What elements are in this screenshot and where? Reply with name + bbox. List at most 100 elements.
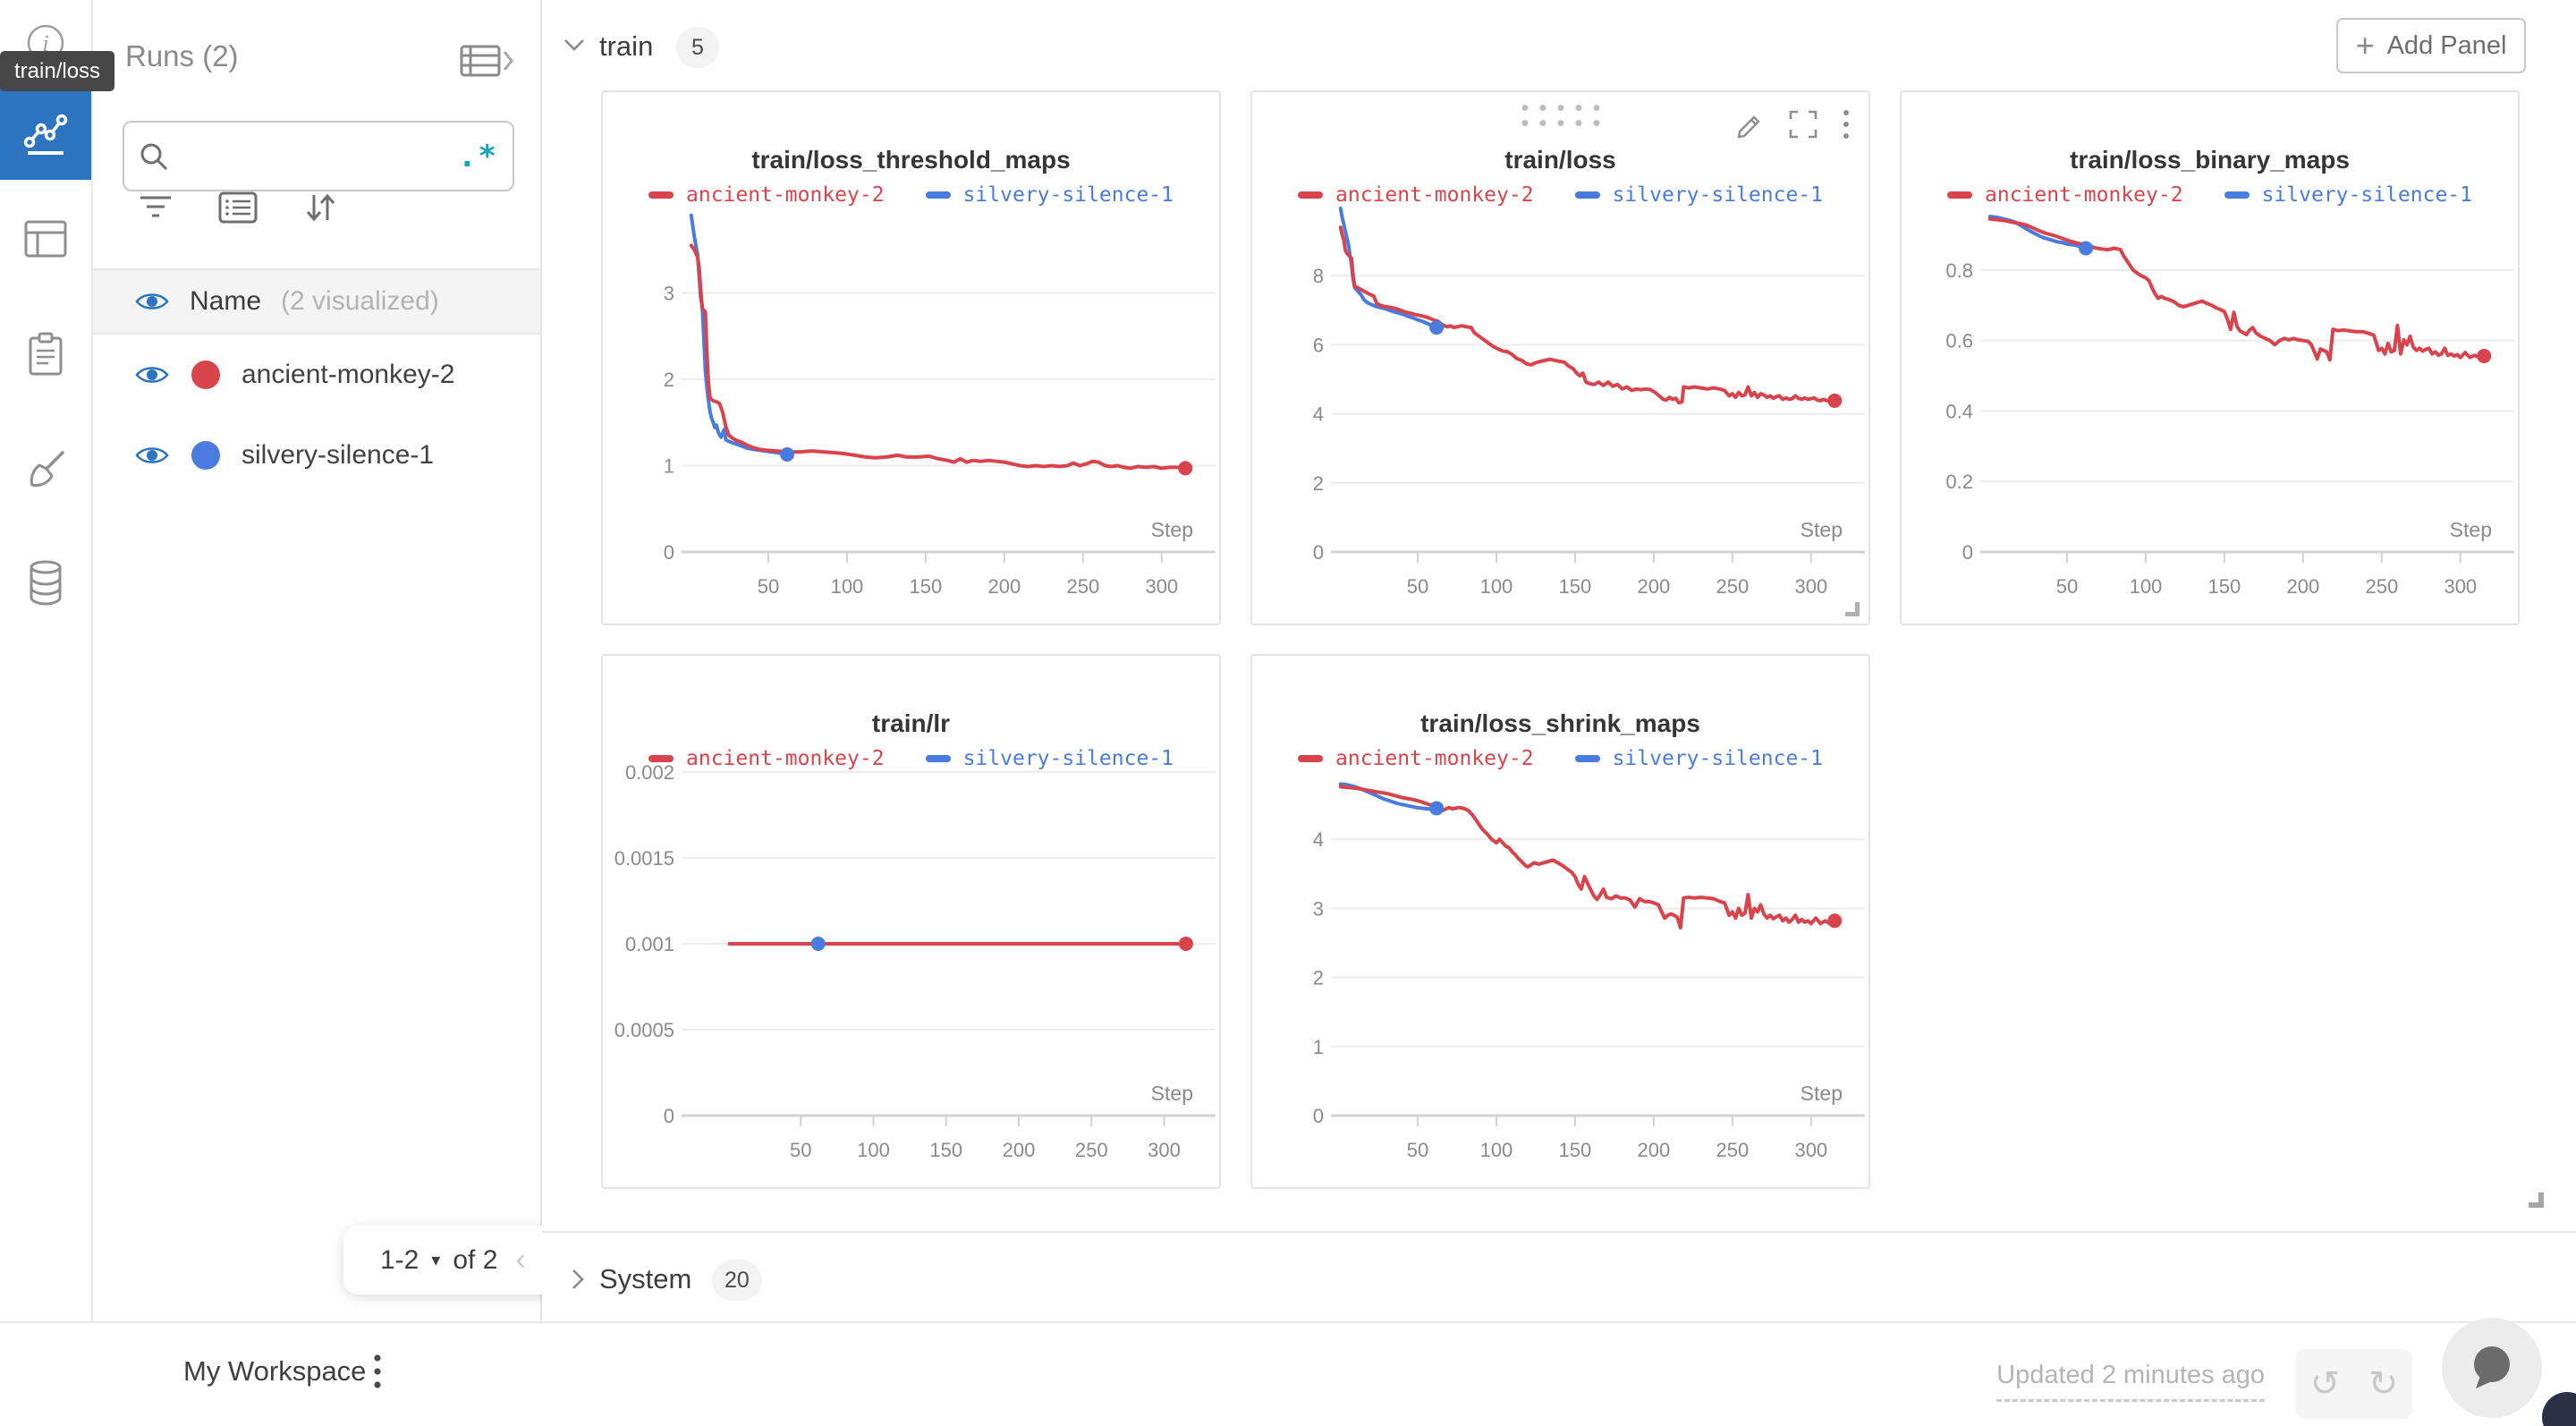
svg-text:50: 50 (1407, 575, 1428, 598)
chart-panel-train-lr[interactable]: train/lr ancient-monkey-2 silvery-silence-… (601, 654, 1221, 1189)
sidebar-item-sweeps[interactable] (0, 423, 91, 516)
chevron-down-icon[interactable] (562, 36, 587, 54)
svg-text:1: 1 (664, 455, 674, 478)
svg-text:i: i (42, 30, 48, 56)
legend-run-name: silvery-silence-1 (1612, 183, 1823, 207)
chart-legend: ancient-monkey-2 silvery-silence-1 (1902, 183, 2518, 207)
panel-menu-kebab-icon[interactable] (1842, 108, 1851, 140)
legend-item[interactable]: silvery-silence-1 (2224, 183, 2472, 207)
legend-item[interactable]: ancient-monkey-2 (648, 183, 885, 207)
svg-text:150: 150 (1559, 1139, 1592, 1161)
prev-page-icon[interactable]: ‹ (515, 1243, 526, 1277)
svg-text:8: 8 (1313, 265, 1324, 287)
svg-text:0.2: 0.2 (1945, 471, 1973, 493)
legend-item[interactable]: silvery-silence-1 (925, 183, 1174, 207)
legend-run-name: silvery-silence-1 (962, 183, 1174, 207)
legend-item[interactable]: silvery-silence-1 (1574, 183, 1823, 207)
edit-pencil-icon[interactable] (1736, 110, 1765, 139)
runs-name-header[interactable]: Name (2 visualized) (93, 268, 540, 335)
add-panel-label: Add Panel (2386, 30, 2507, 60)
page-total-label: of 2 (453, 1244, 498, 1275)
chart-panel-train-loss-shrink-maps[interactable]: train/loss_shrink_maps ancient-monkey-2 si… (1250, 654, 1870, 1189)
sort-icon[interactable] (302, 190, 338, 225)
legend-run-name: silvery-silence-1 (2261, 183, 2472, 207)
run-search[interactable]: .* (123, 121, 514, 191)
list-settings-icon[interactable] (218, 191, 258, 224)
chart-panel-train-loss[interactable]: train/loss ancient-monkey-2 silvery-silenc… (1250, 90, 1870, 625)
svg-text:250: 250 (1075, 1139, 1108, 1161)
page-size-caret-icon[interactable]: ▾ (431, 1251, 441, 1270)
legend-dash (2224, 191, 2250, 199)
svg-text:200: 200 (2287, 575, 2320, 598)
chart-title: train/loss_binary_maps (2070, 146, 2350, 174)
chart-plot[interactable]: 0 0.2 0.4 0.6 0.8 50 100 150 200 250 300 Step (1902, 92, 2521, 627)
panel-drag-handle-icon[interactable] (1521, 105, 1599, 126)
legend-dash (1298, 755, 1324, 762)
fullscreen-icon[interactable] (1788, 109, 1818, 140)
name-column-label: Name (190, 286, 262, 316)
runs-table-expand-icon[interactable] (460, 43, 515, 79)
run-name[interactable]: ancient-monkey-2 (242, 360, 455, 389)
page-range-label[interactable]: 1-2 (379, 1244, 419, 1275)
runs-sidebar: Runs (2) .* Name (2 visualized) ancient-… (93, 0, 601, 1321)
sidebar-item-notes[interactable] (0, 309, 91, 402)
svg-text:0.0015: 0.0015 (614, 847, 674, 870)
workspace-menu-kebab-icon[interactable] (372, 1352, 383, 1391)
svg-text:0.0005: 0.0005 (614, 1019, 674, 1041)
chart-panel-train-loss-binary-maps[interactable]: train/loss_binary_maps ancient-monkey-2 si… (1900, 90, 2520, 625)
system-section-header[interactable]: System 20 (542, 1233, 2576, 1323)
redo-icon[interactable]: ↻ (2368, 1364, 2399, 1404)
workspace-main: train 5 + Add Panel train/loss_threshold… (542, 0, 2576, 1321)
train-section-label[interactable]: train (599, 30, 654, 62)
eye-icon[interactable] (134, 289, 170, 314)
eye-icon[interactable] (134, 362, 170, 387)
last-updated-label[interactable]: Updated 2 minutes ago (1996, 1361, 2265, 1402)
sidebar-item-charts[interactable] (0, 87, 91, 180)
svg-text:50: 50 (1407, 1139, 1428, 1161)
search-input[interactable] (182, 141, 459, 171)
clipboard-icon (29, 332, 63, 376)
chart-plot[interactable]: 0 1 2 3 50 100 150 200 250 300 Step (603, 92, 1223, 627)
left-icon-rail: i (0, 0, 93, 1321)
search-icon (140, 143, 168, 170)
svg-text:6: 6 (1313, 334, 1324, 356)
svg-text:300: 300 (1794, 1139, 1827, 1161)
svg-text:Step: Step (1801, 518, 1843, 541)
legend-item[interactable]: ancient-monkey-2 (1298, 747, 1534, 770)
sidebar-item-artifacts[interactable] (0, 537, 91, 630)
undo-icon[interactable]: ↺ (2309, 1364, 2341, 1404)
chat-bubble-icon (2474, 1346, 2510, 1388)
run-row[interactable]: silvery-silence-1 (93, 415, 540, 496)
eye-icon[interactable] (134, 443, 170, 468)
legend-item[interactable]: ancient-monkey-2 (1947, 183, 2183, 207)
run-row[interactable]: ancient-monkey-2 (93, 335, 540, 415)
chart-plot[interactable]: 0 1 2 3 4 50 100 150 200 250 300 Step (1252, 656, 1872, 1191)
legend-dash (925, 755, 951, 762)
legend-item[interactable]: silvery-silence-1 (1574, 747, 1823, 770)
svg-text:0.002: 0.002 (625, 761, 674, 784)
panel-resize-handle-icon[interactable] (1845, 602, 1860, 616)
chevron-right-icon[interactable] (569, 1267, 587, 1292)
chart-plot[interactable]: 0 2 4 6 8 50 100 150 200 250 300 Step (1252, 92, 1872, 627)
system-section-label[interactable]: System (599, 1263, 692, 1294)
run-name[interactable]: silvery-silence-1 (242, 440, 435, 470)
legend-item[interactable]: ancient-monkey-2 (648, 747, 885, 770)
train-section-header[interactable]: train 5 + Add Panel (542, 0, 2576, 90)
chart-plot[interactable]: 0 0.0005 0.001 0.0015 0.002 50 100 150 200 250 300… (603, 656, 1223, 1191)
add-panel-button[interactable]: + Add Panel (2336, 18, 2526, 73)
support-chat-button[interactable] (2442, 1318, 2542, 1418)
section-resize-handle-icon[interactable] (2529, 1193, 2544, 1208)
filter-icon[interactable] (138, 192, 174, 223)
svg-text:200: 200 (988, 575, 1021, 598)
legend-dash (1574, 755, 1600, 762)
legend-item[interactable]: silvery-silence-1 (925, 747, 1174, 770)
workspace-title[interactable]: My Workspace (183, 1355, 367, 1387)
sidebar-item-panels[interactable] (0, 192, 91, 285)
chart-panel-train-loss-threshold-maps[interactable]: train/loss_threshold_maps ancient-monkey-… (601, 90, 1221, 625)
panel-toolbar (1736, 108, 1851, 140)
metric-tooltip: train/loss (0, 51, 115, 91)
run-color-dot (191, 441, 220, 470)
regex-toggle-icon[interactable]: .* (458, 138, 498, 174)
legend-item[interactable]: ancient-monkey-2 (1298, 183, 1534, 207)
svg-text:150: 150 (2208, 575, 2241, 598)
